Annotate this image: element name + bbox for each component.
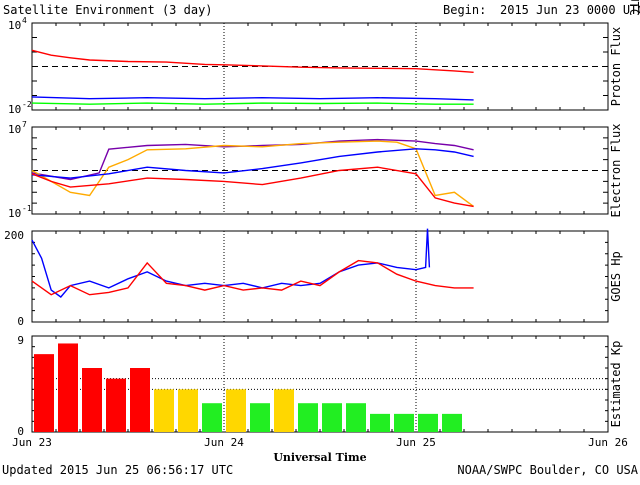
kp-bar xyxy=(34,354,54,432)
x-axis-label: Universal Time xyxy=(273,451,366,464)
kp-bar xyxy=(202,403,222,432)
electron-flux-series-blue xyxy=(31,148,474,179)
goes-hp-y-tick-label: 0 xyxy=(17,315,24,328)
kp-bar xyxy=(130,368,150,432)
goes-hp-y-label: GOES Hp xyxy=(609,251,623,302)
goes-hp-series-blue xyxy=(31,228,431,298)
estimated-kp-y-tick-label: 0 xyxy=(17,425,24,438)
estimated-kp-y-label: Estimated Kp xyxy=(609,341,623,428)
kp-bar xyxy=(298,403,318,432)
electron-flux-y-tick-label: 10 xyxy=(8,123,21,136)
begin-value: 2015 Jun 23 0000 UTC xyxy=(500,3,640,17)
estimated-kp-panel: 9 0 Estimated Kp xyxy=(17,334,623,438)
begin-label: Begin: xyxy=(443,3,486,17)
x-tick-jun24: Jun 24 xyxy=(204,436,244,449)
electron-flux-series-orange xyxy=(31,140,475,207)
kp-bar xyxy=(394,413,414,432)
kp-bar xyxy=(418,413,438,432)
kp-bar xyxy=(250,403,270,432)
kp-bar xyxy=(58,343,78,432)
panel-frames xyxy=(31,22,609,433)
electron-flux-y-tick-exp: 7 xyxy=(22,120,27,129)
kp-bar xyxy=(346,403,366,432)
proton-flux-series-red xyxy=(31,49,474,73)
proton-flux-frame xyxy=(31,22,609,111)
kp-bar xyxy=(82,368,102,432)
electron-flux-y-label: Electron Flux xyxy=(609,124,623,218)
kp-bar xyxy=(106,378,126,432)
electron-flux-y-tick-exp: -1 xyxy=(22,204,32,213)
electron-flux-frame xyxy=(31,126,609,215)
plot-title: Satellite Environment (3 day) xyxy=(3,3,213,17)
kp-bar xyxy=(274,389,294,432)
kp-bar xyxy=(154,389,174,432)
goes-hp-series-red xyxy=(31,259,474,296)
proton-flux-y-tick-exp: -2 xyxy=(22,100,32,109)
proton-flux-y-tick-label: 10 xyxy=(8,19,21,32)
goes-hp-y-tick-label: 200 xyxy=(4,229,24,242)
proton-flux-series-blue xyxy=(31,96,474,101)
credit-text: NOAA/SWPC Boulder, CO USA xyxy=(457,463,638,477)
kp-bar xyxy=(178,389,198,432)
kp-bar xyxy=(370,413,390,432)
proton-flux-y-tick-label: 10 xyxy=(8,103,21,116)
proton-flux-series-green xyxy=(31,102,474,105)
utc-vertical-label: UTC xyxy=(627,0,640,16)
estimated-kp-y-tick-label: 9 xyxy=(17,334,24,347)
electron-flux-series-red xyxy=(31,166,474,208)
electron-flux-panel: 10 710 -1 Electron Flux xyxy=(8,120,623,220)
kp-bar xyxy=(226,389,246,432)
proton-flux-panel: 10 410 -2 Proton Flux xyxy=(8,16,623,116)
x-tick-jun26: Jun 26 xyxy=(588,436,628,449)
goes-hp-panel: 200 0 GOES Hp xyxy=(4,228,623,328)
x-tick-jun25: Jun 25 xyxy=(396,436,436,449)
kp-bar xyxy=(322,403,342,432)
x-tick-jun23: Jun 23 xyxy=(12,436,52,449)
updated-timestamp: Updated 2015 Jun 25 06:56:17 UTC xyxy=(2,463,233,477)
kp-bar xyxy=(442,413,462,432)
proton-flux-y-label: Proton Flux xyxy=(609,27,623,106)
electron-flux-y-tick-label: 10 xyxy=(8,207,21,220)
proton-flux-y-tick-exp: 4 xyxy=(22,16,27,25)
electron-flux-series-purple xyxy=(31,138,474,181)
goes-hp-frame xyxy=(31,230,609,323)
